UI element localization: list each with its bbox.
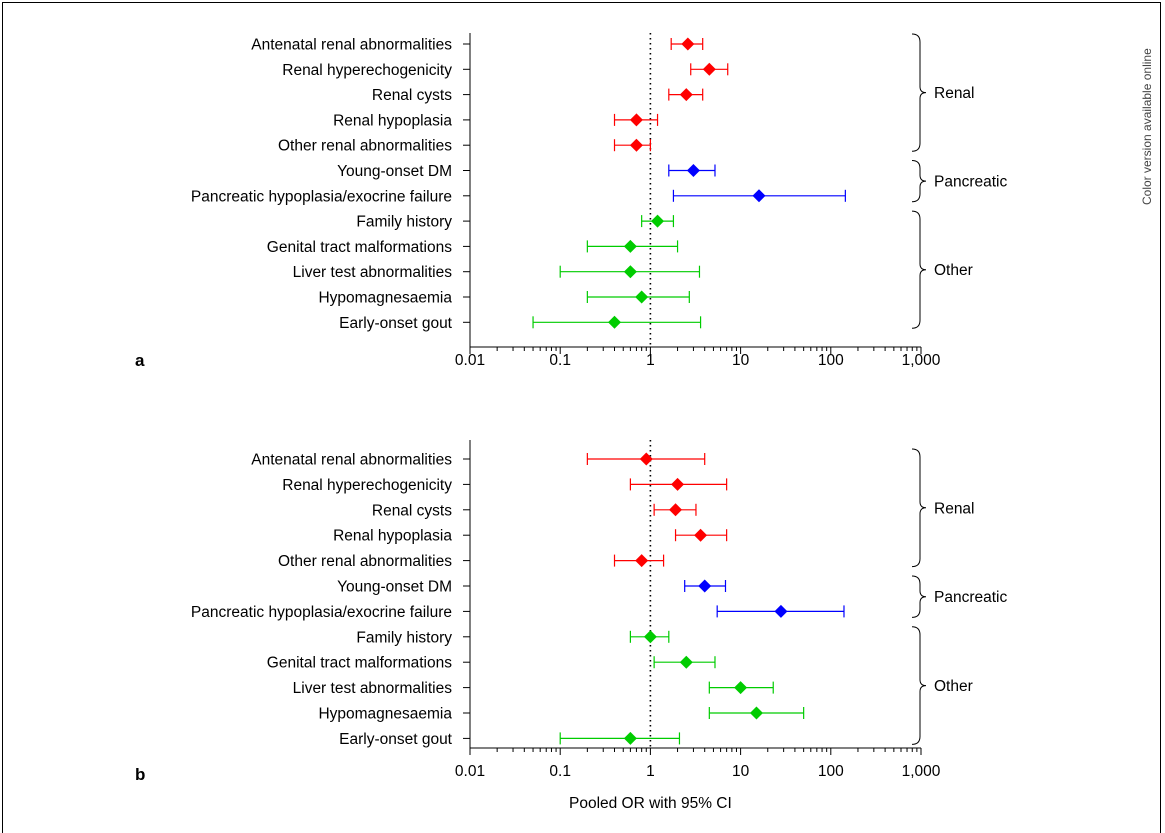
row-label: Other renal abnormalities — [278, 138, 452, 155]
x-tick-label: 0.1 — [549, 352, 571, 369]
x-tick-label: 1,000 — [902, 352, 941, 369]
row-label: Renal cysts — [372, 502, 452, 519]
row-label: Early-onset gout — [339, 731, 453, 748]
x-tick-label: 10 — [732, 763, 750, 780]
row-label: Renal hyperechogenicity — [282, 62, 452, 79]
row-label: Young-onset DM — [337, 579, 452, 596]
or-point — [629, 138, 643, 152]
row-label: Family history — [356, 214, 452, 231]
or-point — [629, 113, 643, 127]
panel-label: b — [135, 765, 145, 784]
or-point — [679, 655, 693, 669]
row-label: Renal hyperechogenicity — [282, 477, 452, 494]
row-label: Antenatal renal abnormalities — [251, 37, 452, 54]
row-label: Liver test abnormalities — [293, 264, 453, 281]
or-point — [686, 164, 700, 177]
row-label: Other renal abnormalities — [278, 553, 452, 570]
row-label: Young-onset DM — [337, 163, 452, 180]
row-label: Hypomagnesaemia — [318, 290, 452, 307]
or-point — [774, 604, 788, 618]
x-tick-label: 10 — [732, 352, 750, 369]
or-point — [623, 265, 637, 279]
or-point — [635, 554, 649, 568]
or-point — [635, 290, 649, 304]
x-axis-label: Pooled OR with 95% CI — [569, 795, 732, 812]
group-brace — [911, 33, 927, 152]
or-point — [651, 214, 665, 228]
row-label: Liver test abnormalities — [293, 680, 453, 697]
or-point — [623, 239, 637, 253]
x-tick-label: 100 — [818, 352, 844, 369]
or-point — [639, 452, 653, 466]
group-label: Pancreatic — [934, 174, 1007, 191]
row-label: Family history — [356, 629, 452, 646]
row-label: Genital tract malformations — [267, 655, 452, 672]
or-point — [694, 528, 708, 542]
group-brace — [911, 448, 927, 568]
group-label: Renal — [934, 85, 975, 102]
group-brace — [911, 210, 927, 329]
row-label: Early-onset gout — [339, 315, 453, 332]
x-tick-label: 0.1 — [549, 763, 571, 780]
or-point — [623, 731, 637, 745]
row-label: Renal hypoplasia — [333, 112, 452, 129]
group-brace — [911, 160, 927, 203]
group-brace — [911, 626, 927, 745]
row-label: Pancreatic hypoplasia/exocrine failure — [191, 188, 452, 205]
or-point — [671, 477, 685, 491]
or-point — [669, 503, 683, 517]
or-point — [643, 630, 657, 644]
row-label: Renal hypoplasia — [333, 528, 452, 545]
group-label: Renal — [934, 500, 975, 517]
or-point — [698, 579, 712, 593]
or-point — [752, 189, 766, 203]
or-point — [734, 681, 748, 695]
x-tick-label: 1 — [646, 352, 655, 369]
or-point — [608, 315, 622, 329]
or-point — [749, 706, 763, 720]
row-label: Antenatal renal abnormalities — [251, 452, 452, 469]
group-label: Other — [934, 678, 973, 695]
x-tick-label: 0.01 — [455, 352, 485, 369]
row-label: Renal cysts — [372, 87, 452, 104]
group-brace — [911, 575, 927, 618]
x-tick-label: 1,000 — [902, 763, 941, 780]
row-label: Hypomagnesaemia — [318, 706, 452, 723]
panel-label: a — [135, 351, 145, 370]
or-point — [679, 88, 693, 102]
group-label: Other — [934, 262, 973, 279]
group-label: Pancreatic — [934, 589, 1007, 606]
x-tick-label: 0.01 — [455, 763, 485, 780]
x-tick-label: 1 — [646, 763, 655, 780]
row-label: Pancreatic hypoplasia/exocrine failure — [191, 604, 452, 621]
or-point — [681, 37, 695, 51]
row-label: Genital tract malformations — [267, 239, 452, 256]
or-point — [702, 62, 716, 76]
x-tick-label: 100 — [818, 763, 844, 780]
